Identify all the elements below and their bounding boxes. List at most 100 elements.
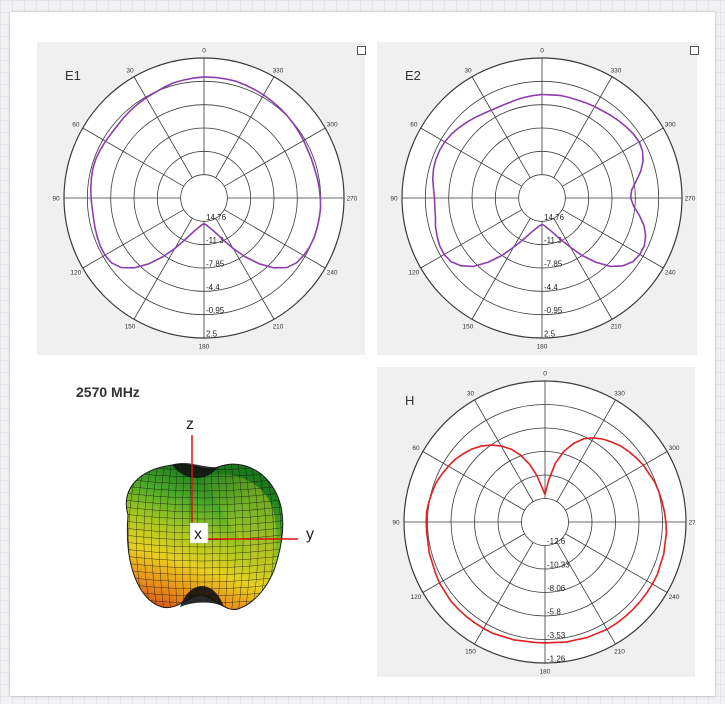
polar-plot-h-svg: 0 30 60 90 120 150 180 210 240 270 300 330 -12.6 -10.… xyxy=(392,371,695,676)
radial-tick-label: -8.06 xyxy=(547,584,566,593)
radial-tick-label: -0.95 xyxy=(544,306,563,315)
radial-tick-label: 14.76 xyxy=(206,213,227,222)
pattern-trace xyxy=(431,93,647,268)
polar-plot-e2-svg: 0 30 60 90 120 150 180 210 240 270 300 330 14.76 -11.… xyxy=(390,48,696,351)
pattern-bottom-notch xyxy=(180,586,224,607)
angle-tick-label: 150 xyxy=(125,324,136,331)
mesh-line xyxy=(174,464,179,610)
radial-tick-label: 2.5 xyxy=(206,330,218,339)
radial-tick-label: 2.5 xyxy=(544,330,556,339)
angle-tick-label: 330 xyxy=(611,67,622,74)
radial-tick-label: -4.4 xyxy=(544,283,558,292)
angle-tick-label: 270 xyxy=(347,196,358,203)
angle-tick-label: 60 xyxy=(72,122,80,129)
mesh-line xyxy=(166,464,173,610)
grid-spoke xyxy=(474,542,534,645)
angle-tick-label: 150 xyxy=(463,324,474,331)
angle-tick-label: 240 xyxy=(669,594,680,601)
pattern-top-dimple xyxy=(172,463,218,478)
y-axis-label: y xyxy=(306,526,314,543)
angle-tick-label: 270 xyxy=(689,520,695,527)
grid-spoke xyxy=(562,209,664,269)
angle-tick-label: 210 xyxy=(614,649,625,656)
radial-tick-label: -0.95 xyxy=(206,306,225,315)
polar-plot-e2: 0 30 60 90 120 150 180 210 240 270 300 330 14.76 -11.… xyxy=(377,42,699,355)
mesh-line xyxy=(126,539,283,548)
angle-tick-label: 180 xyxy=(199,344,210,351)
plot-face xyxy=(402,58,682,338)
mesh-line xyxy=(126,546,283,555)
radial-tick-label: -10.33 xyxy=(547,561,570,570)
angle-tick-label: 330 xyxy=(614,390,625,397)
mesh-line xyxy=(106,457,120,622)
angle-tick-label: 180 xyxy=(540,669,551,676)
angle-tick-label: 0 xyxy=(540,48,544,55)
pattern-trace xyxy=(90,76,322,269)
radiation-pattern-3d: z x y xyxy=(90,407,350,627)
mesh-line xyxy=(158,464,166,610)
radial-tick-label: -7.85 xyxy=(206,260,225,269)
grid-spoke xyxy=(133,218,193,320)
radial-tick-label: -4.4 xyxy=(206,283,220,292)
angle-tick-label: 240 xyxy=(327,270,338,277)
grid-spoke xyxy=(553,76,613,178)
grid-spoke xyxy=(562,127,664,187)
angle-tick-label: 300 xyxy=(669,445,680,452)
grid-spoke xyxy=(471,76,531,178)
grid-spoke xyxy=(565,533,668,593)
mesh-line xyxy=(151,464,160,610)
angle-tick-label: 240 xyxy=(665,270,676,277)
radial-tick-label: -11.3 xyxy=(544,236,562,245)
radial-tick-label: -3.53 xyxy=(547,631,566,640)
angle-tick-label: 270 xyxy=(685,196,696,203)
angle-tick-label: 60 xyxy=(412,445,420,452)
grid-spoke xyxy=(224,209,326,269)
angle-tick-label: 30 xyxy=(464,67,472,74)
polar-plot-e1-svg: 0 30 60 90 120 150 180 210 240 270 300 330 14.76 -11.… xyxy=(52,48,358,351)
grid-spoke xyxy=(133,76,193,178)
mesh-line xyxy=(110,610,295,617)
radial-tick-label: -5.8 xyxy=(547,608,561,617)
grid-spoke xyxy=(471,218,531,320)
pattern-trace xyxy=(425,437,668,644)
radial-tick-label: -7.85 xyxy=(544,260,563,269)
angle-tick-label: 210 xyxy=(611,324,622,331)
angle-tick-label: 180 xyxy=(537,344,548,351)
angle-tick-label: 30 xyxy=(126,67,134,74)
grid-spoke xyxy=(420,127,522,187)
angle-tick-label: 120 xyxy=(408,270,419,277)
grid-spoke xyxy=(224,127,326,187)
mesh-line xyxy=(126,602,283,610)
frequency-label: 2570 MHz xyxy=(76,384,140,400)
x-axis-label-box xyxy=(189,522,209,544)
grid-spoke xyxy=(474,399,534,502)
grid-spoke xyxy=(553,218,613,320)
radiation-pattern-3d-svg: z x y xyxy=(106,416,314,622)
angle-tick-label: 120 xyxy=(411,594,422,601)
panel-label: H xyxy=(405,393,414,408)
grid-spoke xyxy=(82,127,184,187)
angle-tick-label: 120 xyxy=(70,270,81,277)
angle-tick-label: 60 xyxy=(410,122,418,129)
polar-plot-e1: 0 30 60 90 120 150 180 210 240 270 300 330 14.76 -11.… xyxy=(37,42,366,355)
radial-tick-label: 14.76 xyxy=(544,213,565,222)
grid-spoke xyxy=(420,209,522,269)
checkbox-icon[interactable] xyxy=(690,46,699,55)
checkbox-icon[interactable] xyxy=(357,46,366,55)
plot-face xyxy=(404,381,686,663)
grid-spoke xyxy=(215,218,275,320)
grid-spoke xyxy=(565,451,668,511)
panel-label: E1 xyxy=(65,68,81,83)
angle-tick-label: 330 xyxy=(273,67,284,74)
angle-tick-label: 90 xyxy=(392,520,400,527)
radial-tick-label: -11.3 xyxy=(206,236,224,245)
angle-tick-label: 210 xyxy=(273,324,284,331)
angle-tick-label: 300 xyxy=(665,122,676,129)
grid-spoke xyxy=(215,76,275,178)
grid-spoke xyxy=(422,451,525,511)
mesh-line xyxy=(126,497,283,506)
angle-tick-label: 150 xyxy=(465,649,476,656)
x-axis-label: x xyxy=(194,526,202,543)
angle-tick-label: 90 xyxy=(390,196,398,203)
mesh-line xyxy=(126,464,127,610)
